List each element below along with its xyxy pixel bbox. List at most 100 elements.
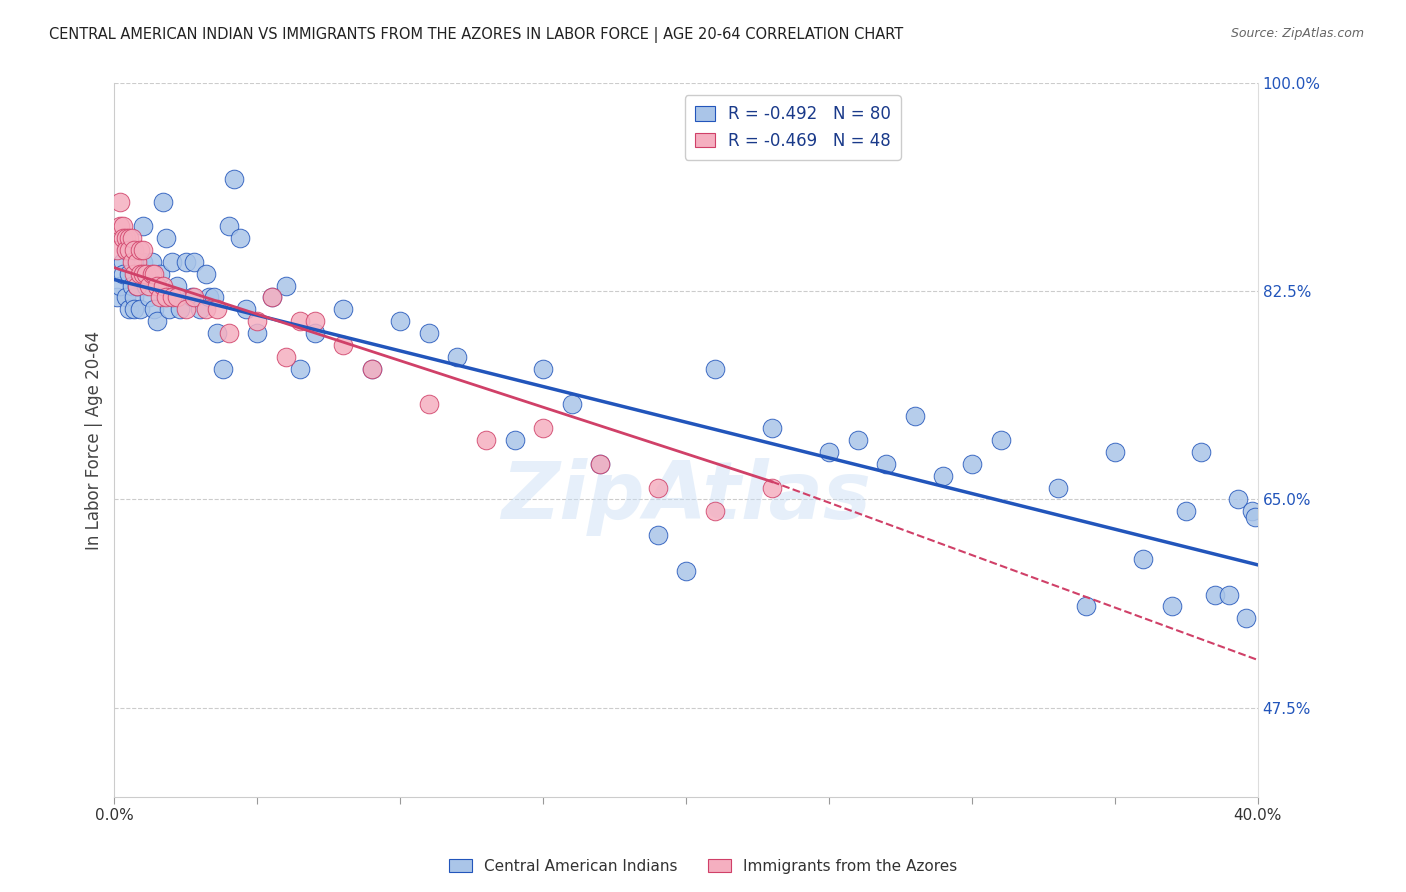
Point [157, 302, 180, 317]
Point [503, 433, 526, 447]
Point [155, 231, 177, 245]
Point [332, 302, 354, 317]
Point [561, 397, 583, 411]
Point [143, 267, 166, 281]
Point [1076, 599, 1098, 614]
Point [1244, 510, 1267, 524]
Point [141, 267, 163, 281]
Point [115, 243, 138, 257]
Point [875, 457, 897, 471]
Point [1234, 611, 1257, 625]
Point [155, 290, 177, 304]
Point [146, 278, 169, 293]
Point [194, 302, 217, 317]
Point [115, 290, 138, 304]
Point [132, 219, 155, 233]
Point [127, 254, 149, 268]
Point [174, 254, 197, 268]
Point [1175, 504, 1198, 518]
Point [218, 219, 240, 233]
Point [647, 481, 669, 495]
Point [127, 278, 149, 293]
Point [129, 302, 152, 317]
Point [332, 338, 354, 352]
Point [1104, 445, 1126, 459]
Text: CENTRAL AMERICAN INDIAN VS IMMIGRANTS FROM THE AZORES IN LABOR FORCE | AGE 20-64: CENTRAL AMERICAN INDIAN VS IMMIGRANTS FR… [49, 27, 904, 43]
Point [589, 457, 612, 471]
Point [188, 302, 211, 317]
Point [304, 314, 326, 328]
Legend: R = -0.492   N = 80, R = -0.469   N = 48: R = -0.492 N = 80, R = -0.469 N = 48 [685, 95, 901, 160]
Point [174, 302, 197, 317]
Point [990, 433, 1012, 447]
Point [197, 290, 219, 304]
Point [389, 314, 412, 328]
Point [1241, 504, 1264, 518]
Point [121, 231, 143, 245]
Point [446, 350, 468, 364]
Point [418, 326, 440, 340]
Point [180, 290, 202, 304]
Point [1204, 588, 1226, 602]
Point [531, 361, 554, 376]
Text: ZipAtlas: ZipAtlas [501, 458, 872, 536]
Point [260, 290, 283, 304]
Point [274, 278, 297, 293]
Point [589, 457, 612, 471]
Point [132, 267, 155, 281]
Point [111, 219, 134, 233]
Point [1132, 552, 1154, 566]
Point [121, 254, 143, 268]
Point [160, 290, 183, 304]
Point [418, 397, 440, 411]
Point [132, 243, 155, 257]
Point [169, 302, 191, 317]
Point [146, 314, 169, 328]
Point [960, 457, 983, 471]
Point [121, 243, 143, 257]
Point [111, 254, 134, 268]
Point [846, 433, 869, 447]
Point [1161, 599, 1184, 614]
Point [703, 504, 725, 518]
Point [360, 361, 382, 376]
Point [290, 361, 312, 376]
Point [207, 302, 229, 317]
Point [183, 290, 205, 304]
Point [118, 302, 141, 317]
Point [124, 267, 146, 281]
Point [121, 278, 143, 293]
Point [1046, 481, 1069, 495]
Point [115, 243, 138, 257]
Point [124, 290, 146, 304]
Point [127, 278, 149, 293]
Point [127, 254, 149, 268]
Point [118, 231, 141, 245]
Point [761, 421, 783, 435]
Point [932, 468, 955, 483]
Point [360, 361, 382, 376]
Legend: Central American Indians, Immigrants from the Azores: Central American Indians, Immigrants fro… [443, 853, 963, 880]
Point [761, 481, 783, 495]
Point [207, 326, 229, 340]
Point [166, 290, 188, 304]
Point [149, 267, 172, 281]
Point [129, 243, 152, 257]
Point [129, 267, 152, 281]
Point [111, 267, 134, 281]
Point [138, 290, 160, 304]
Point [118, 267, 141, 281]
Point [183, 254, 205, 268]
Point [118, 243, 141, 257]
Point [246, 314, 269, 328]
Point [152, 278, 174, 293]
Point [304, 326, 326, 340]
Point [132, 254, 155, 268]
Point [675, 564, 697, 578]
Point [229, 231, 252, 245]
Point [138, 278, 160, 293]
Point [218, 326, 240, 340]
Point [246, 326, 269, 340]
Point [115, 231, 138, 245]
Point [904, 409, 927, 424]
